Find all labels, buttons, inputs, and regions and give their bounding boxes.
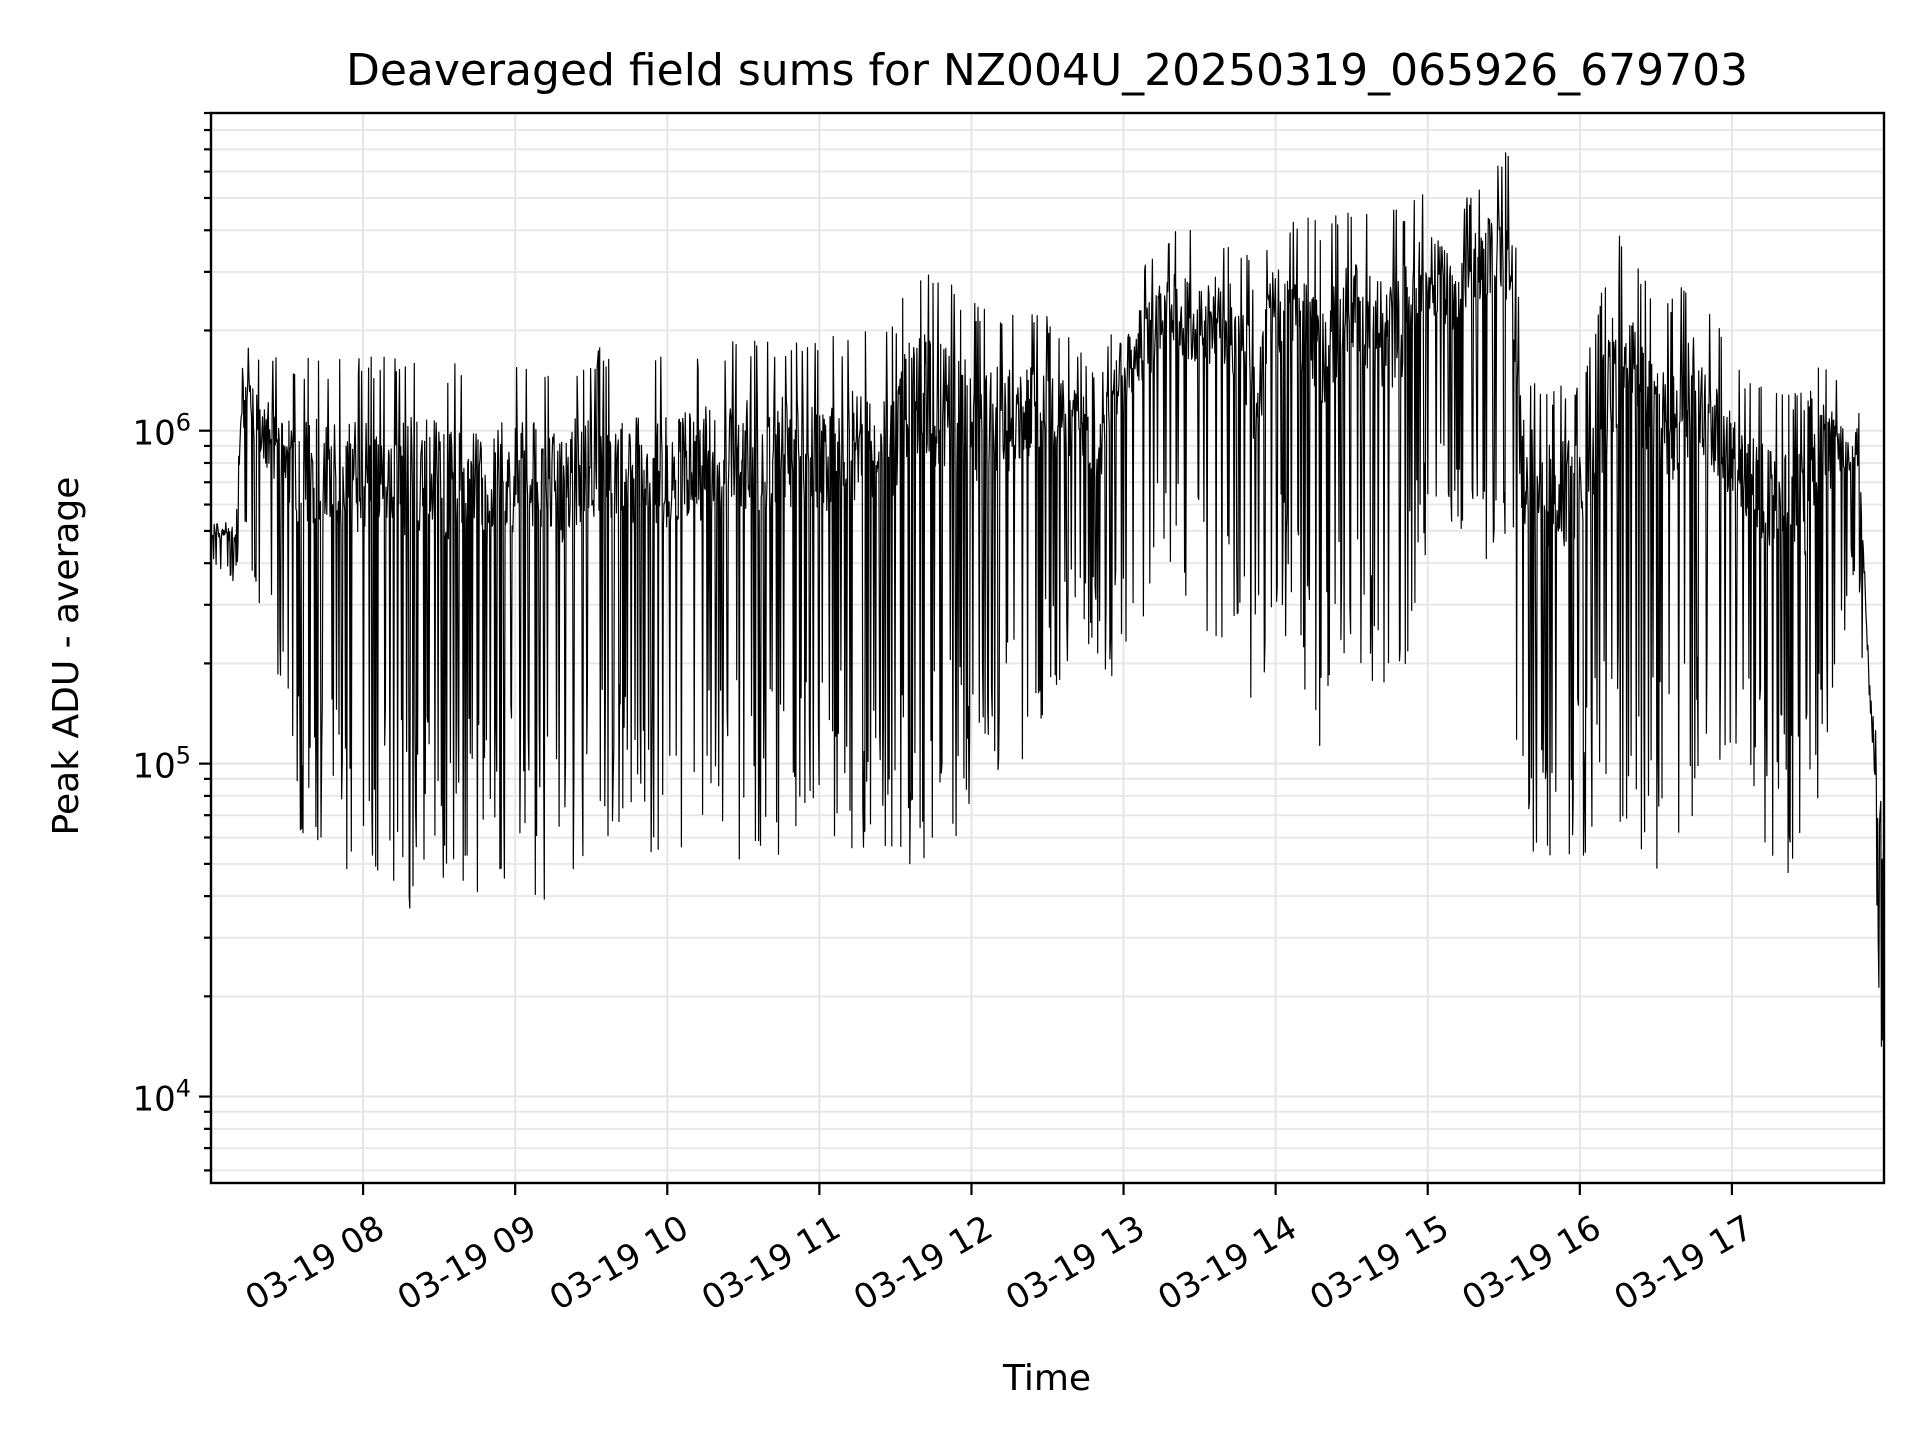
grid (211, 112, 1884, 1183)
x-tick-label: 03-19 17 (1608, 1208, 1760, 1319)
series-line (210, 152, 1885, 1047)
y-tick-label: 105 (132, 742, 191, 787)
plot-area-frame (209, 111, 1886, 1185)
x-tick-label: 03-19 10 (543, 1208, 695, 1319)
x-tick-label: 03-19 13 (999, 1208, 1151, 1319)
x-tick-label: 03-19 08 (239, 1208, 391, 1319)
x-tick-label: 03-19 12 (847, 1208, 999, 1319)
x-tick-label: 03-19 16 (1456, 1208, 1608, 1319)
y-tick-label: 104 (132, 1075, 191, 1120)
x-tick-label: 03-19 14 (1151, 1208, 1303, 1319)
x-axis-label: Time (1002, 1358, 1091, 1399)
data-series (210, 152, 1885, 1047)
chart-title: Deaveraged field sums for NZ004U_2025031… (346, 45, 1748, 96)
x-tick-label: 03-19 11 (695, 1208, 847, 1319)
x-tick-label: 03-19 15 (1303, 1208, 1455, 1319)
y-tick-label: 106 (132, 409, 191, 454)
y-axis-label: Peak ADU - average (46, 477, 87, 836)
x-tick-label: 03-19 09 (391, 1208, 543, 1319)
